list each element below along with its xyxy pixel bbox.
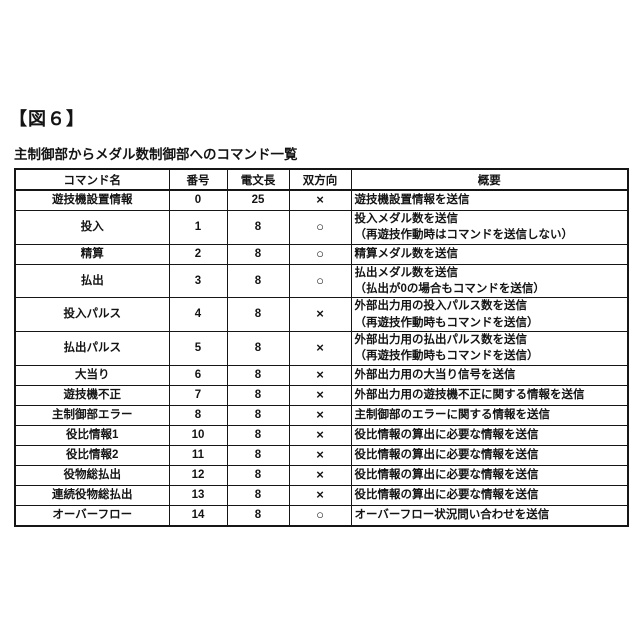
summary-cell: 精算メダル数を送信: [350, 243, 629, 265]
message-length-cell: 8: [226, 364, 290, 386]
bidirectional-cell: ×: [288, 404, 352, 426]
bidirectional-cell: ×: [288, 384, 352, 406]
bidirectional-cell: ×: [288, 189, 352, 211]
command-number-cell: 8: [168, 404, 228, 426]
summary-cell: 役比情報の算出に必要な情報を送信: [350, 464, 629, 486]
command-number-cell: 7: [168, 384, 228, 406]
command-name-cell: 精算: [14, 243, 170, 265]
summary-cell: 役比情報の算出に必要な情報を送信: [350, 424, 629, 446]
command-name-cell: 役比情報2: [14, 444, 170, 466]
table-row: 払出 3 8 ○ 払出メダル数を送信 （払出が0の場合もコマンドを送信）: [14, 263, 629, 299]
command-name-cell: 遊技機不正: [14, 384, 170, 406]
command-number-cell: 10: [168, 424, 228, 446]
table-row: 投入パルス 4 8 × 外部出力用の投入パルス数を送信 （再遊技作動時もコマンドを送信）: [14, 297, 629, 332]
summary-cell: 外部出力用の遊技機不正に関する情報を送信: [350, 384, 629, 406]
command-number-cell: 6: [168, 364, 228, 386]
summary-cell: 払出メダル数を送信 （払出が0の場合もコマンドを送信）: [350, 263, 629, 299]
message-length-cell: 25: [226, 189, 290, 211]
message-length-cell: 8: [226, 504, 290, 527]
command-number-cell: 1: [168, 210, 228, 245]
command-number-cell: 2: [168, 243, 228, 265]
bidirectional-cell: ×: [288, 424, 352, 446]
command-number-cell: 3: [168, 263, 228, 299]
summary-cell: 外部出力用の払出パルス数を送信 （再遊技作動時もコマンドを送信）: [350, 330, 629, 366]
command-number-cell: 5: [168, 330, 228, 366]
bidirectional-cell: ×: [288, 484, 352, 506]
summary-cell: 外部出力用の大当り信号を送信: [350, 364, 629, 386]
table-row: 投入 1 8 ○ 投入メダル数を送信 （再遊技作動時はコマンドを送信しない）: [14, 210, 629, 245]
bidirectional-cell: ○: [288, 210, 352, 245]
command-name-cell: 投入: [14, 210, 170, 245]
table-row: 役比情報1 10 8 × 役比情報の算出に必要な情報を送信: [14, 424, 629, 446]
command-name-cell: 投入パルス: [14, 297, 170, 332]
command-number-cell: 12: [168, 464, 228, 486]
message-length-cell: 8: [226, 210, 290, 245]
table-row: オーバーフロー 14 8 ○ オーバーフロー状況問い合わせを送信: [14, 504, 629, 527]
command-name-cell: 役物総払出: [14, 464, 170, 486]
summary-cell: オーバーフロー状況問い合わせを送信: [350, 504, 629, 527]
command-number-cell: 11: [168, 444, 228, 466]
message-length-cell: 8: [226, 243, 290, 265]
command-name-cell: 役比情報1: [14, 424, 170, 446]
message-length-cell: 8: [226, 444, 290, 466]
command-name-cell: 連続役物総払出: [14, 484, 170, 506]
bidirectional-cell: ×: [288, 297, 352, 332]
message-length-cell: 8: [226, 464, 290, 486]
summary-cell: 投入メダル数を送信 （再遊技作動時はコマンドを送信しない）: [350, 210, 629, 245]
message-length-cell: 8: [226, 330, 290, 366]
table-row: 大当り 6 8 × 外部出力用の大当り信号を送信: [14, 364, 629, 386]
message-length-cell: 8: [226, 384, 290, 406]
column-header-summary: 概要: [350, 168, 629, 191]
command-name-cell: 大当り: [14, 364, 170, 386]
summary-cell: 役比情報の算出に必要な情報を送信: [350, 484, 629, 506]
summary-cell: 外部出力用の投入パルス数を送信 （再遊技作動時もコマンドを送信）: [350, 297, 629, 332]
command-number-cell: 0: [168, 189, 228, 211]
bidirectional-cell: ○: [288, 504, 352, 527]
command-name-cell: 払出パルス: [14, 330, 170, 366]
bidirectional-cell: ○: [288, 243, 352, 265]
table-row: 役比情報2 11 8 × 役比情報の算出に必要な情報を送信: [14, 444, 629, 466]
message-length-cell: 8: [226, 297, 290, 332]
bidirectional-cell: ×: [288, 444, 352, 466]
table-row: 役物総払出 12 8 × 役比情報の算出に必要な情報を送信: [14, 464, 629, 486]
column-header-message-length: 電文長: [226, 168, 290, 191]
figure-number-label: 【図６】: [9, 109, 85, 129]
command-name-cell: 主制御部エラー: [14, 404, 170, 426]
bidirectional-cell: ○: [288, 263, 352, 299]
table-row: 精算 2 8 ○ 精算メダル数を送信: [14, 243, 629, 265]
message-length-cell: 8: [226, 404, 290, 426]
column-header-command-name: コマンド名: [14, 168, 170, 191]
summary-cell: 遊技機設置情報を送信: [350, 189, 629, 211]
summary-cell: 役比情報の算出に必要な情報を送信: [350, 444, 629, 466]
command-number-cell: 14: [168, 504, 228, 527]
command-table: コマンド名 番号 電文長 双方向 概要 遊技機設置情報 0 25 × 遊技機設置情報を送…: [14, 168, 629, 527]
table-row: 払出パルス 5 8 × 外部出力用の払出パルス数を送信 （再遊技作動時もコマンドを送信）: [14, 330, 629, 366]
bidirectional-cell: ×: [288, 330, 352, 366]
message-length-cell: 8: [226, 484, 290, 506]
table-row: 遊技機設置情報 0 25 × 遊技機設置情報を送信: [14, 189, 629, 211]
table-row: 連続役物総払出 13 8 × 役比情報の算出に必要な情報を送信: [14, 484, 629, 506]
bidirectional-cell: ×: [288, 464, 352, 486]
column-header-bidirectional: 双方向: [288, 168, 352, 191]
command-name-cell: 払出: [14, 263, 170, 299]
message-length-cell: 8: [226, 263, 290, 299]
bidirectional-cell: ×: [288, 364, 352, 386]
table-row: 遊技機不正 7 8 × 外部出力用の遊技機不正に関する情報を送信: [14, 384, 629, 406]
message-length-cell: 8: [226, 424, 290, 446]
table-row: 主制御部エラー 8 8 × 主制御部のエラーに関する情報を送信: [14, 404, 629, 426]
table-header-row: コマンド名 番号 電文長 双方向 概要: [14, 168, 629, 191]
command-number-cell: 4: [168, 297, 228, 332]
command-name-cell: オーバーフロー: [14, 504, 170, 527]
command-number-cell: 13: [168, 484, 228, 506]
summary-cell: 主制御部のエラーに関する情報を送信: [350, 404, 629, 426]
column-header-number: 番号: [168, 168, 228, 191]
figure-caption: 主制御部からメダル数制御部へのコマンド一覧: [14, 147, 298, 162]
command-name-cell: 遊技機設置情報: [14, 189, 170, 211]
